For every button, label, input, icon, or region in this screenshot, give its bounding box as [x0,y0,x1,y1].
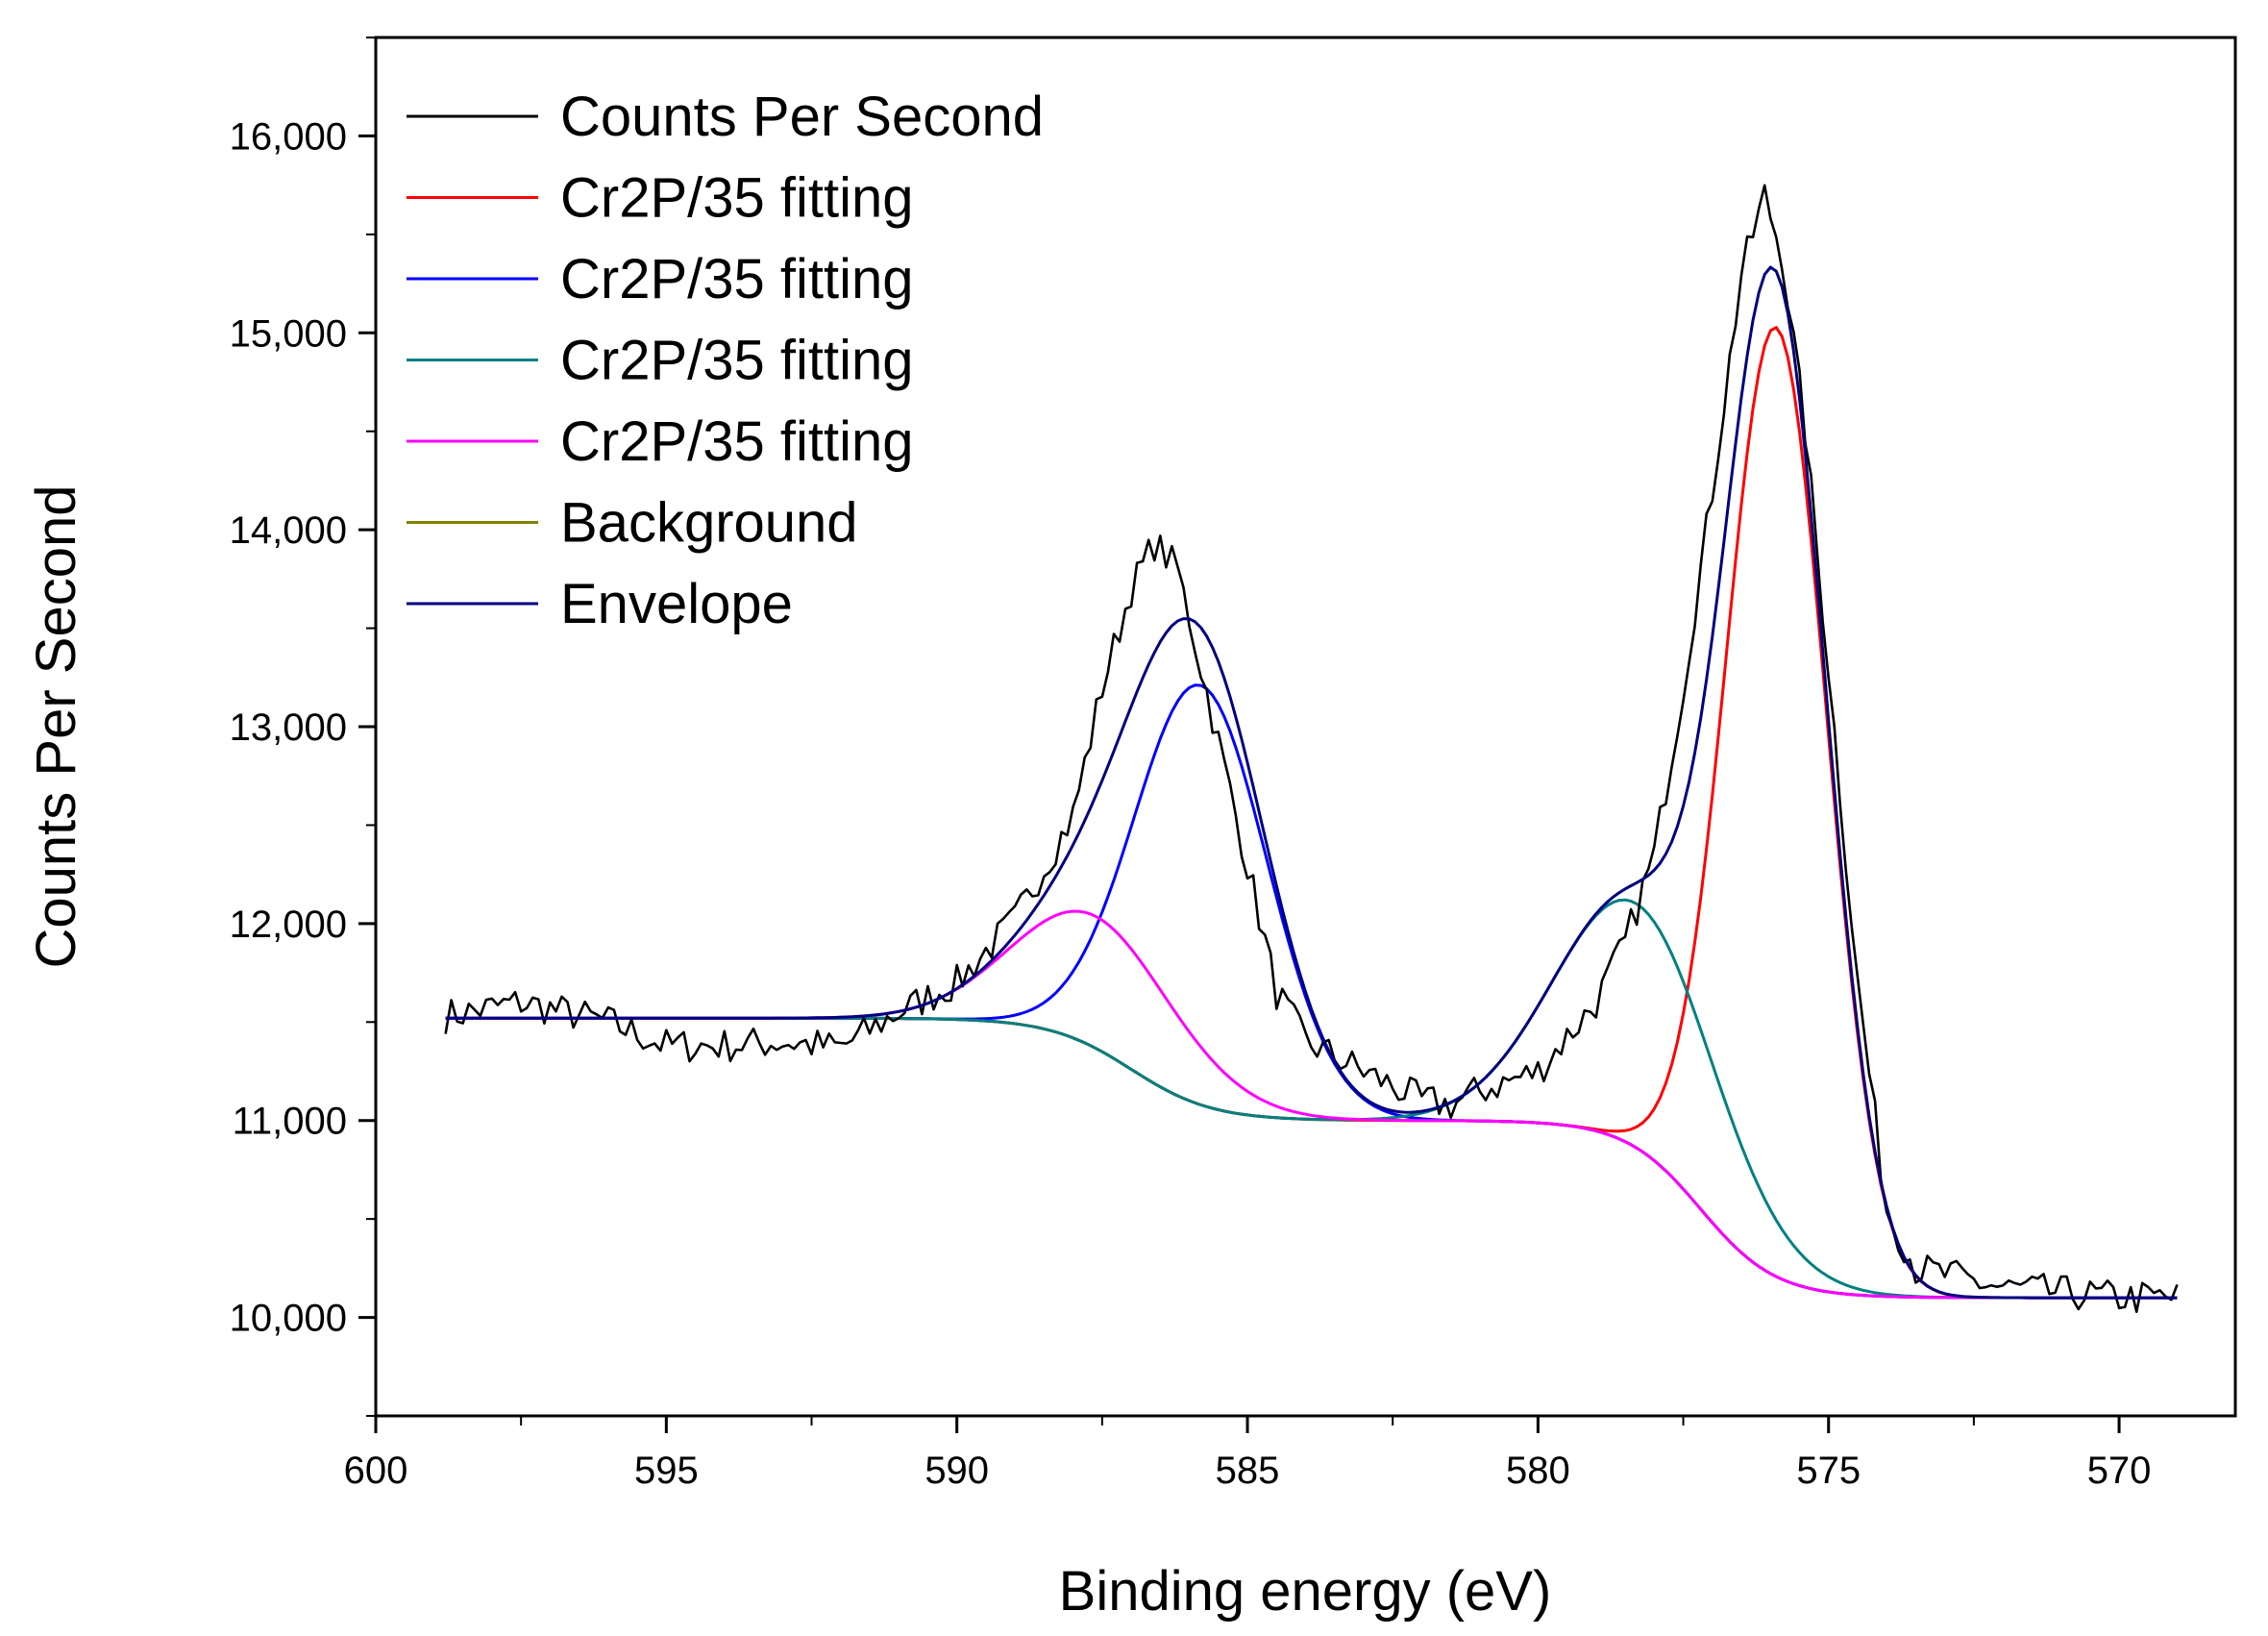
x-tick-label: 575 [1796,1450,1861,1492]
x-tick-label: 580 [1506,1450,1570,1492]
x-tick-label: 570 [2087,1450,2152,1492]
legend-label-6: Envelope [560,573,793,635]
y-tick-label: 16,000 [230,115,347,158]
y-tick-label: 11,000 [233,1101,347,1143]
series-line-6 [445,265,2178,1300]
y-tick-label: 14,000 [230,509,347,552]
y-tick-label: 12,000 [230,904,347,946]
y-axis-title: Counts Per Second [25,485,87,969]
y-tick-label: 15,000 [230,312,347,355]
x-tick-label: 585 [1216,1450,1280,1492]
legend-label-5: Background [560,492,858,555]
legend: Counts Per Second Cr2P/35 fitting Cr2P/35 … [407,86,1044,635]
y-tick-label: 10,000 [230,1298,347,1340]
x-tick-label: 595 [634,1450,699,1492]
y-tick-label: 13,000 [230,706,347,749]
y-axis-ticks: 10,000 11,000 12,000 13,000 14,000 15,000 16,0… [230,37,376,1417]
legend-label-3: Cr2P/35 fitting [560,330,914,392]
legend-label-1: Cr2P/35 fitting [560,167,914,230]
x-tick-label: 590 [924,1450,989,1492]
legend-label-0: Counts Per Second [560,86,1044,148]
legend-label-4: Cr2P/35 fitting [560,410,914,473]
legend-label-2: Cr2P/35 fitting [560,248,914,310]
x-axis-title: Binding energy (eV) [1059,1560,1552,1623]
series-layer [444,184,2179,1313]
x-axis-ticks: 600 595 590 585 580 575 570 [344,1416,2152,1492]
x-tick-label: 600 [344,1450,408,1492]
